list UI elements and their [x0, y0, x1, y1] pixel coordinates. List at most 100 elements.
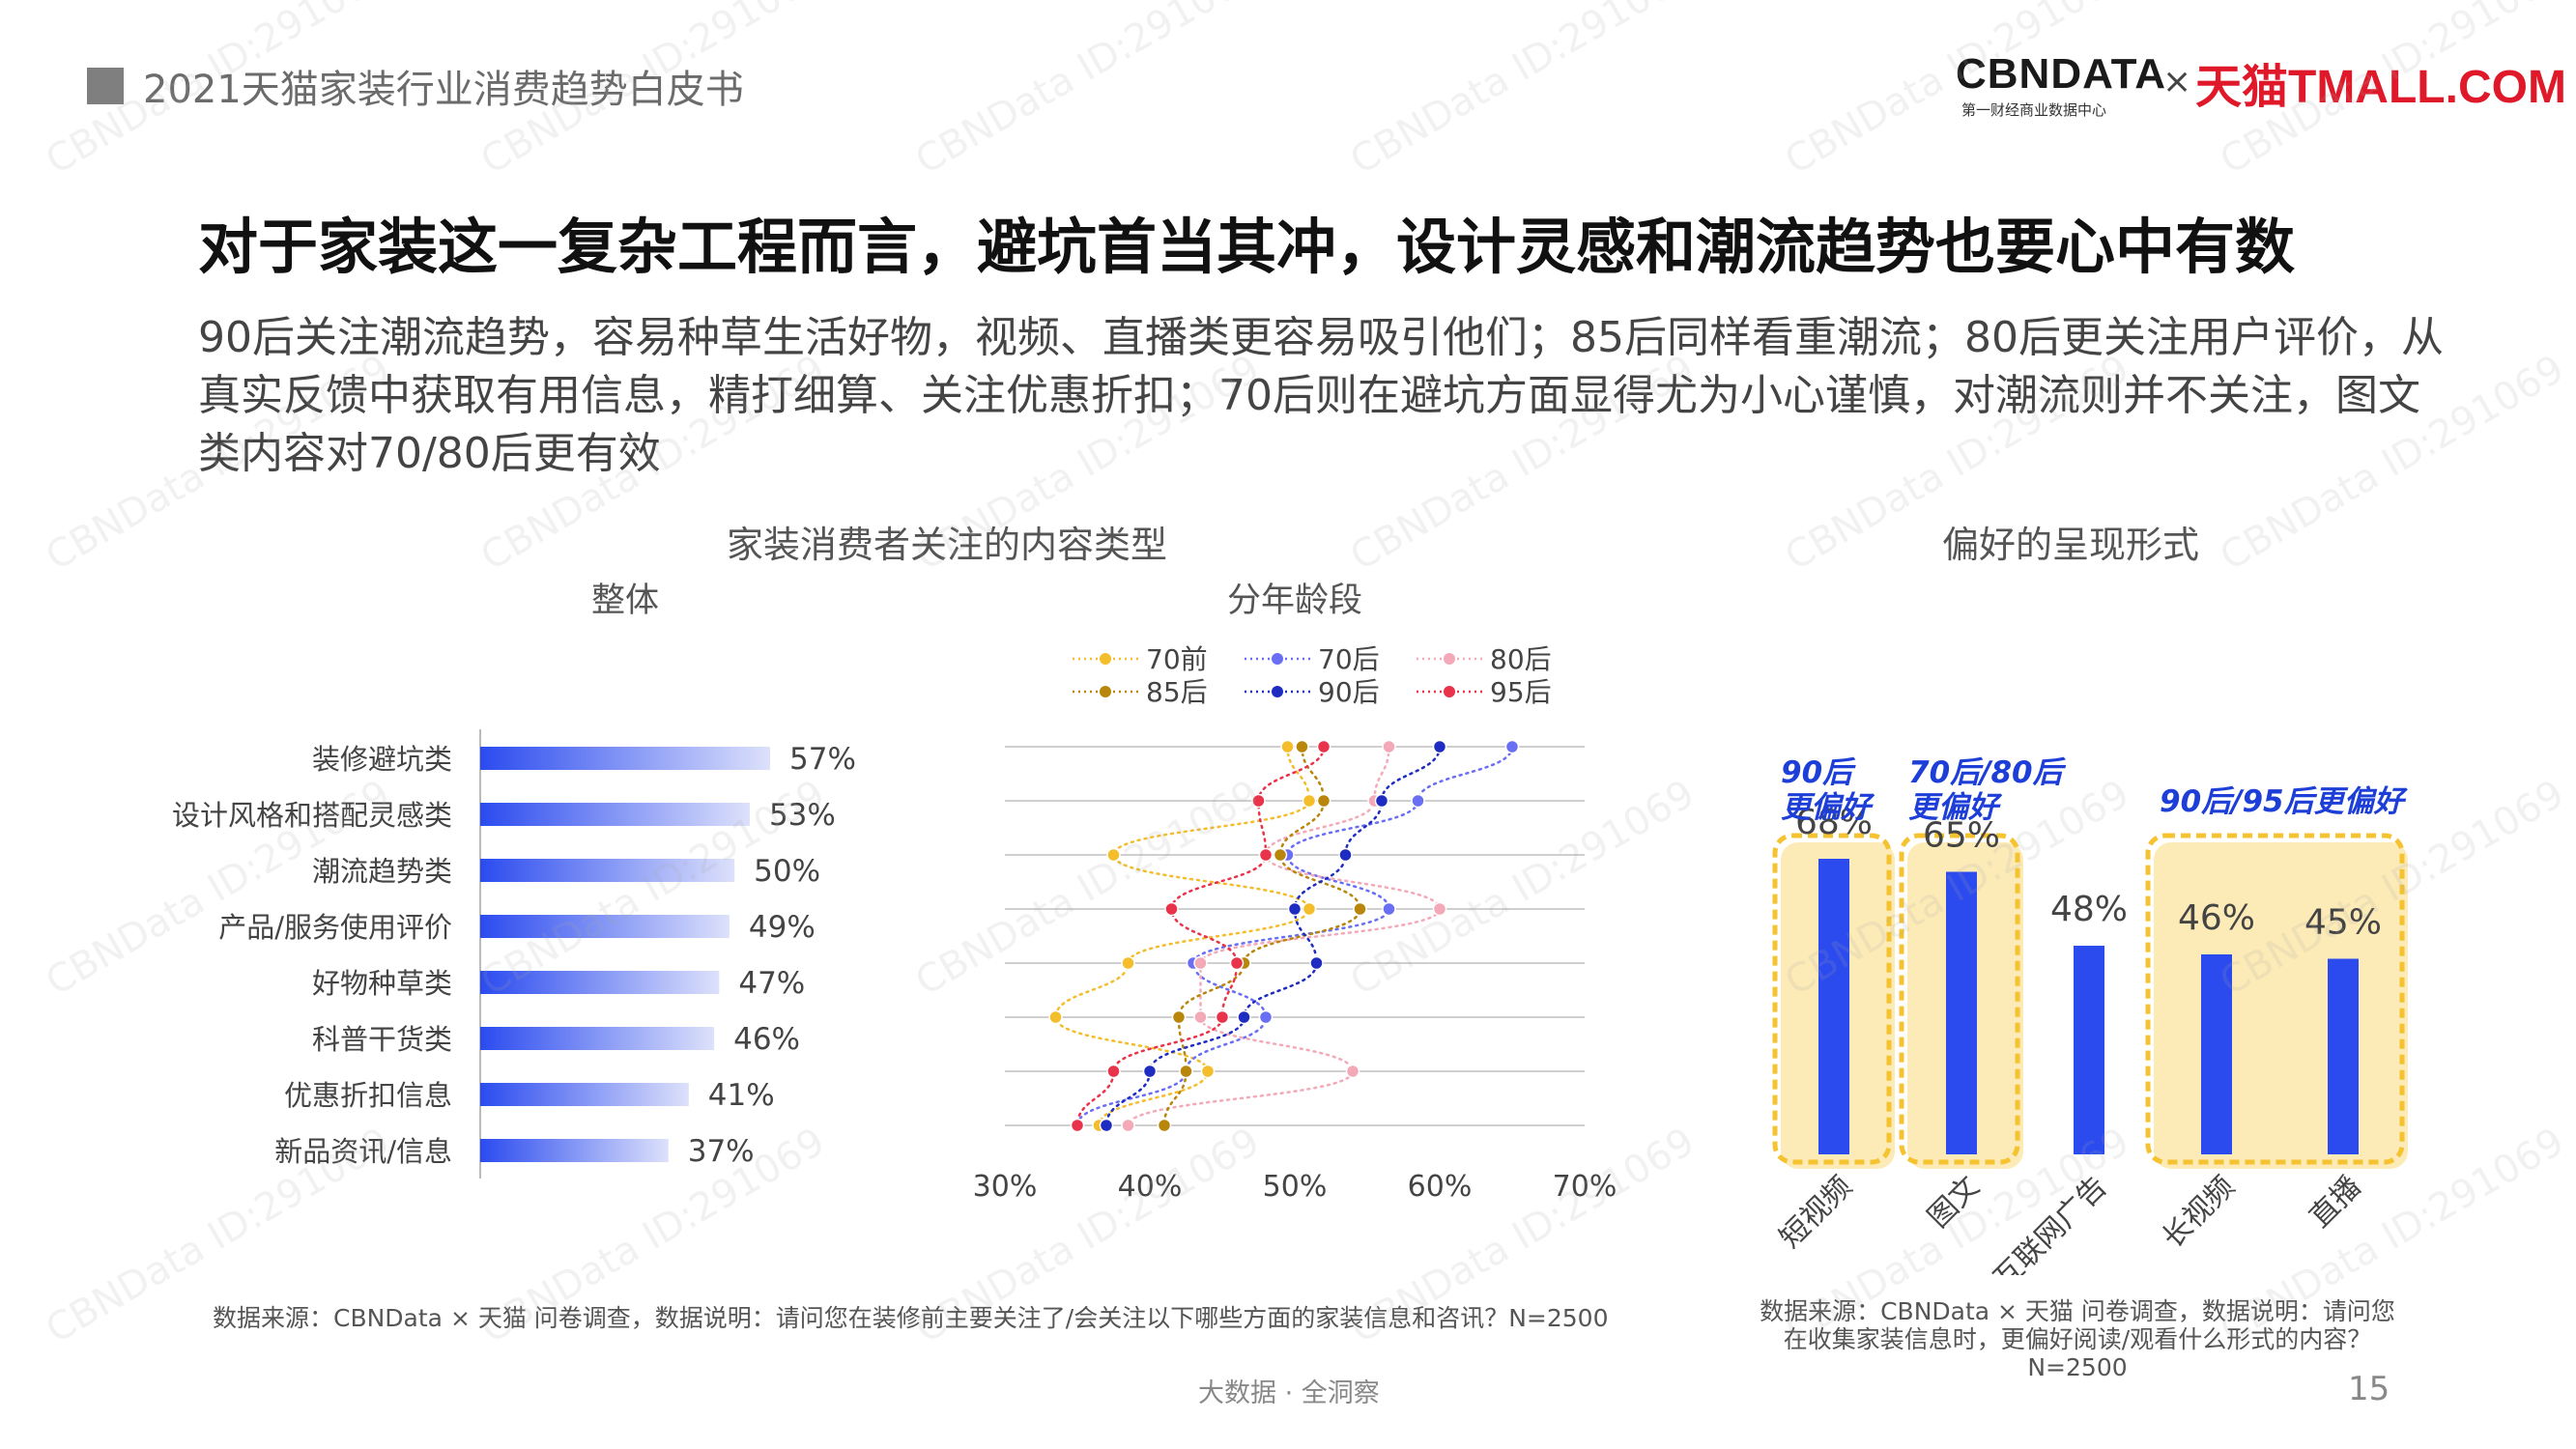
highlight-frame: [2145, 833, 2405, 1165]
highlight-frame: [1772, 833, 1892, 1165]
overall-value-label: 37%: [688, 1134, 755, 1169]
overall-value-label: 49%: [749, 910, 816, 945]
age-series-point: [1229, 955, 1245, 971]
age-chart-title: 分年龄段: [1227, 582, 1362, 620]
overall-bar: [480, 859, 735, 882]
age-series-point: [1295, 739, 1309, 754]
overall-bar: [480, 971, 720, 994]
format-preference-chart: 68% 65%48% 46% 45% 短视频 图文 互联网广告 长视频 直播 90后更偏好70…: [1772, 755, 2409, 1275]
format-bar: [1946, 871, 1977, 1154]
cbndata-logo: CBNDATA: [1956, 50, 2166, 98]
overall-value-label: 47%: [738, 966, 805, 1001]
overall-category-label: 装修避坑类: [312, 743, 452, 776]
age-series-point: [1099, 1118, 1114, 1133]
age-series-point: [1215, 1009, 1230, 1025]
age-legend-label: 80后: [1490, 643, 1552, 675]
watermark-text: CBNData ID:291069: [1343, 0, 1703, 184]
age-series-line: [1127, 745, 1442, 1127]
age-legend-label: 85后: [1146, 676, 1208, 708]
format-value-label: 68%: [1795, 803, 1873, 842]
overall-chart-title: 整体: [591, 582, 659, 620]
age-legend-marker: [1100, 653, 1111, 665]
age-series-point: [1432, 901, 1447, 917]
overall-bar-chart: 整体 装修避坑类 57% 设计风格和搭配灵感类 53% 潮流趋势类 50% 产品/服务使用评…: [172, 582, 856, 1179]
format-category-label: 直播: [2303, 1170, 2367, 1235]
format-value-label: 45%: [2304, 903, 2382, 943]
overall-value-label: 53%: [769, 798, 836, 833]
overall-bar: [480, 747, 770, 770]
overall-category-label: 好物种草类: [312, 967, 452, 1000]
age-series-point: [1070, 1118, 1085, 1133]
watermark-text: CBNData ID:291069: [908, 0, 1268, 184]
overall-category-label: 设计风格和搭配灵感类: [172, 799, 452, 832]
age-legend-marker: [1272, 686, 1283, 697]
format-value-label: 46%: [2178, 898, 2255, 938]
age-series-point: [1193, 1009, 1208, 1025]
age-legend-marker: [1444, 686, 1455, 697]
age-x-tick-label: 70%: [1553, 1170, 1617, 1204]
age-x-tick-label: 30%: [973, 1170, 1038, 1204]
age-series-point: [1048, 1009, 1063, 1025]
age-series-point: [1382, 901, 1396, 917]
age-series-point: [1179, 1064, 1193, 1079]
age-group-line-chart: 分年龄段 70前 70后 80后 85后 90后 95后 30% 40% 50% 60% 70%: [973, 582, 1617, 1204]
age-x-tick-label: 50%: [1263, 1170, 1328, 1204]
overall-bar: [480, 1139, 669, 1162]
age-series-line: [1075, 745, 1326, 1127]
age-x-tick-label: 60%: [1408, 1170, 1473, 1204]
age-series-point: [1200, 1064, 1216, 1079]
age-legend-label: 70前: [1146, 643, 1208, 675]
age-series-point: [1504, 739, 1520, 754]
overall-category-label: 潮流趋势类: [312, 855, 452, 888]
source-note-left: 数据来源：CBNData × 天猫 问卷调查，数据说明：请问您在装修前主要关注了…: [213, 1304, 1609, 1332]
age-series-point: [1157, 1118, 1172, 1133]
age-series-point: [1302, 901, 1317, 917]
overall-value-label: 41%: [708, 1078, 775, 1113]
overall-category-label: 新品资讯/信息: [274, 1135, 452, 1168]
overall-value-label: 57%: [789, 742, 856, 777]
format-value-label: 65%: [1923, 816, 2000, 856]
age-series-point: [1411, 793, 1425, 809]
age-series-point: [1353, 901, 1367, 917]
age-series-point: [1382, 739, 1396, 754]
format-annotation: 70后/80后: [1908, 755, 2067, 790]
left-section-title: 家装消费者关注的内容类型: [727, 524, 1168, 566]
format-bar: [2328, 958, 2359, 1154]
age-legend-marker: [1100, 686, 1111, 697]
age-series-point: [1258, 1009, 1274, 1025]
age-series-point: [1345, 1064, 1360, 1079]
format-bar: [1818, 859, 1849, 1154]
age-series-point: [1258, 847, 1274, 863]
format-annotation: 更偏好: [1781, 790, 1875, 825]
format-bar: [2074, 946, 2104, 1154]
age-legend-label: 90后: [1318, 676, 1380, 708]
format-category-label: 短视频: [1773, 1170, 1858, 1255]
age-series-point: [1338, 847, 1353, 863]
age-series-point: [1106, 1064, 1121, 1079]
age-series-point: [1302, 793, 1317, 809]
overall-bar: [480, 915, 730, 938]
format-annotation: 更偏好: [1908, 790, 2003, 825]
overall-category-label: 科普干货类: [312, 1023, 452, 1056]
cbndata-logo-subtitle: 第一财经商业数据中心: [1961, 101, 2107, 119]
age-series-line: [1104, 745, 1442, 1127]
age-series-point: [1193, 955, 1208, 971]
age-series-point: [1316, 739, 1331, 754]
format-category-label: 图文: [1921, 1170, 1986, 1235]
age-legend-label: 70后: [1318, 643, 1380, 675]
age-series-point: [1309, 955, 1324, 971]
format-category-label: 长视频: [2156, 1170, 2241, 1255]
overall-bar: [480, 1027, 715, 1050]
format-annotation: 90后/95后更偏好: [2160, 784, 2409, 819]
age-series-point: [1164, 901, 1179, 917]
format-value-label: 48%: [2050, 890, 2128, 929]
page-description: 90后关注潮流趋势，容易种草生活好物，视频、直播类更容易吸引他们；85后同样看重…: [198, 313, 2444, 478]
age-series-point: [1432, 739, 1447, 754]
overall-value-label: 50%: [754, 854, 820, 889]
age-legend-marker: [1272, 653, 1283, 665]
age-series-point: [1237, 1009, 1251, 1025]
overall-value-label: 46%: [733, 1022, 800, 1057]
tmall-logo: 天猫TMALL.COM: [2195, 62, 2566, 113]
overall-bar: [480, 1083, 689, 1106]
age-series-point: [1142, 1064, 1158, 1079]
